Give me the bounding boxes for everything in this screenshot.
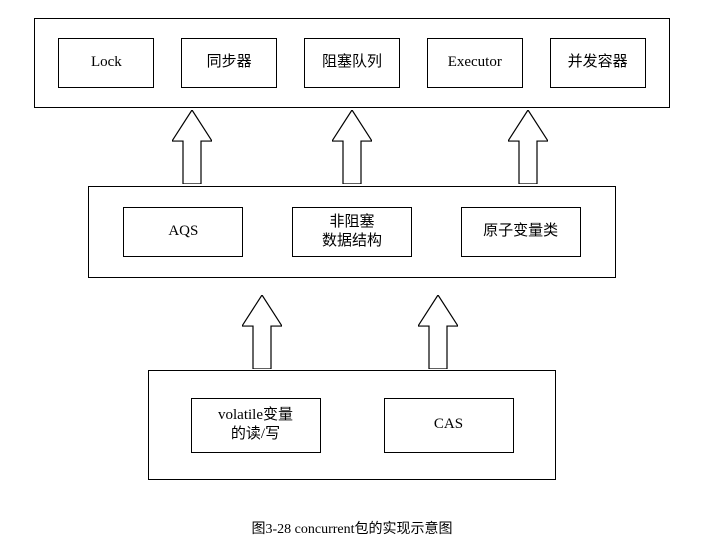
bottom-layer: volatile变量的读/写 CAS <box>148 370 556 480</box>
box-atomic-class: 原子变量类 <box>461 207 581 257</box>
box-aqs: AQS <box>123 207 243 257</box>
box-concurrent-container: 并发容器 <box>550 38 646 88</box>
arrow-bot-mid-1 <box>242 295 282 369</box>
box-lock: Lock <box>58 38 154 88</box>
box-cas: CAS <box>384 398 514 453</box>
middle-layer: AQS 非阻塞数据结构 原子变量类 <box>88 186 616 278</box>
box-executor: Executor <box>427 38 523 88</box>
figure-caption: 图3-28 concurrent包的实现示意图 <box>0 518 704 538</box>
box-volatile: volatile变量的读/写 <box>191 398 321 453</box>
box-nonblocking-ds: 非阻塞数据结构 <box>292 207 412 257</box>
arrow-bot-mid-2 <box>418 295 458 369</box>
arrow-mid-top-3 <box>508 110 548 184</box>
box-synchronizer: 同步器 <box>181 38 277 88</box>
arrow-mid-top-1 <box>172 110 212 184</box>
top-layer: Lock 同步器 阻塞队列 Executor 并发容器 <box>34 18 670 108</box>
box-blocking-queue: 阻塞队列 <box>304 38 400 88</box>
arrow-mid-top-2 <box>332 110 372 184</box>
